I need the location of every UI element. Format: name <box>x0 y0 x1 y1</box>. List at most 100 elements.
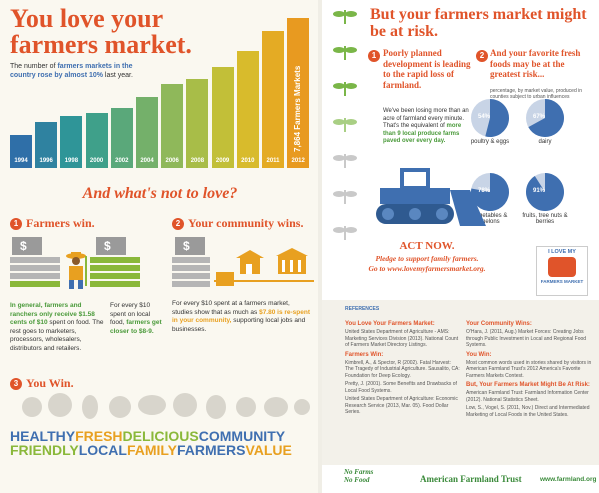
rsec1-text-body: We've been losing more than an acre of f… <box>383 108 469 129</box>
dollar-sign: $ <box>20 239 27 253</box>
sec3-title: You Win. <box>26 376 74 390</box>
reference-text: United States Department of Agriculture:… <box>345 396 458 415</box>
chart-tick-label: 2006 <box>165 158 179 164</box>
chart-tick-label: 2011 <box>266 158 280 164</box>
reference-heading: Your Community Wins: <box>466 321 532 327</box>
no-farms-logo: No Farms No Food <box>344 468 373 484</box>
footer-line-1: HEALTHYFRESHDELICIOUSCOMMUNITY <box>10 428 315 446</box>
chart-bar <box>136 97 158 168</box>
subtitle-post: last year. <box>102 72 133 79</box>
bulldozer-icon <box>370 160 490 235</box>
badge-bottom-text: FARMERS MARKET <box>540 279 584 284</box>
rsec2-number: 2 <box>476 50 488 62</box>
reference-heading: You Love Your Farmers Market: <box>345 321 435 327</box>
heart-icon <box>548 257 576 277</box>
footer-word: FRESH <box>75 428 123 444</box>
sec1-text-b: For every $10 spent on local food, farme… <box>110 302 162 336</box>
money-stack-small-icon: $ <box>10 237 60 297</box>
chart-bar <box>186 78 209 168</box>
reference-text: Kimbrell, A., & Spector, R (2002). Fatal… <box>345 359 460 379</box>
money-stack-community-icon: $ <box>172 237 212 297</box>
chart-tick-label: 2009 <box>215 158 230 164</box>
footer-line-2: FRIENDLYLOCALFAMILYFARMERSVALUE <box>10 442 315 460</box>
what-not-to-love-heading: And what's not to love? <box>82 185 238 202</box>
chart-tick-label: 2008 <box>190 158 205 164</box>
farmer-icon <box>62 250 92 290</box>
chart-bar <box>287 18 310 168</box>
footer-bar <box>322 466 599 493</box>
chart-tick-label: 2004 <box>140 158 154 164</box>
rsec2-text: percentage, by market value, produced in… <box>490 88 582 100</box>
act-now: ACT NOW. <box>399 240 455 252</box>
sec1-text-b-highlight: farmers get closer to $8-9. <box>110 319 162 335</box>
website-link[interactable]: www.farmland.org <box>540 476 597 483</box>
rsec1-text: We've been losing more than an acre of f… <box>383 108 471 146</box>
reference-text: Low, S., Vogel, S. (2011, Nov.) Direct a… <box>466 405 590 418</box>
footer-word: COMMUNITY <box>198 428 286 444</box>
sec2-text: For every $10 spent at a farmers market,… <box>172 300 312 334</box>
sprout-column <box>330 4 360 264</box>
sec2-text-pre: For every $10 spent at a farmers market,… <box>172 300 290 316</box>
footer-word: VALUE <box>245 442 292 458</box>
chart-bar <box>10 134 32 168</box>
sec1-text-b-body: For every $10 spent on local food, <box>110 302 151 326</box>
produce-silhouettes <box>20 385 310 421</box>
community-buildings-icon <box>214 246 314 296</box>
sec1-text-a: In general, farmers and ranchers only re… <box>10 302 106 353</box>
sec2-title: Your community wins. <box>188 216 304 230</box>
go-to-link[interactable]: Go to www.lovemyfarmersmarket.org. <box>368 264 486 273</box>
chart-bar <box>85 113 108 168</box>
sec2-text-highlight: $7.80 is re-spent in your community, <box>172 308 311 325</box>
left-subtitle: The number of farmers markets in the cou… <box>10 62 145 80</box>
footer-word: HEALTHY <box>10 428 76 444</box>
i-love-my-farmers-market-badge[interactable]: I LOVE MY FARMERS MARKET <box>536 246 588 296</box>
reference-heading: But, Your Farmers Market Might Be At Ris… <box>466 382 590 388</box>
sec2-text-post: supporting local jobs and businesses. <box>172 317 306 333</box>
subtitle-pre: The number of <box>10 63 58 70</box>
rsec1-number: 1 <box>368 50 380 62</box>
chart-tick-label: 2010 <box>241 158 255 164</box>
references-left: You Love Your Farmers Market: United Stat… <box>345 318 460 416</box>
chart-tick-label: 1996 <box>39 158 53 164</box>
dollar-sign: $ <box>104 239 111 253</box>
sec2-number: 2 <box>172 218 184 230</box>
right-title: But your farmers market might be at risk… <box>370 6 587 40</box>
chart-tick-label: 1998 <box>64 158 79 164</box>
rsec1-text-highlight: more than 9 local produce farms paved ov… <box>383 123 462 144</box>
footer-word: LOCAL <box>78 442 127 458</box>
chart-tick-label: 1994 <box>14 158 28 164</box>
chart-bar <box>236 51 259 168</box>
reference-text: Most common words used in stories shared… <box>466 359 592 379</box>
chart-tick-label: 2012 <box>291 158 305 164</box>
rsec1-title: Poorly planned development is leading to… <box>383 48 471 90</box>
subtitle-highlight: farmers markets in the country rose by a… <box>10 63 133 79</box>
references-box <box>322 300 599 465</box>
references-heading: REFERENCES <box>345 306 380 312</box>
reference-text: American Farmland Trust: Farmland Inform… <box>466 390 589 403</box>
pledge-text: Pledge to support family farmers. <box>375 254 479 263</box>
left-title: You love your farmers market. <box>10 4 192 59</box>
reference-text: O'Hara, J. (2011, Aug.) Market Forces: C… <box>466 329 587 348</box>
reference-heading: You Win: <box>466 351 492 358</box>
sec1-text-a-highlight: In general, farmers and ranchers only re… <box>10 302 95 326</box>
sec1-number: 1 <box>10 218 22 230</box>
chart-bar <box>211 67 234 168</box>
references-right: Your Community Wins: O'Hara, J. (2011, Au… <box>466 318 592 418</box>
rsec2-title: And your favorite fresh foods may be at … <box>490 48 581 79</box>
panel-divider <box>318 0 322 493</box>
footer-word: FARMERS <box>176 442 246 458</box>
chart-bar <box>35 122 58 168</box>
chart-bar <box>161 84 184 168</box>
chart-bar <box>110 108 133 168</box>
chart-bar <box>262 31 284 168</box>
footer-word: FRIENDLY <box>10 442 79 458</box>
footer-word: DELICIOUS <box>122 428 199 444</box>
farmers-market-bar-chart: 1994 1996 1998 2000 2002 2004 2006 2008 2009 2010… <box>10 0 315 172</box>
sec1-title: Farmers win. <box>26 216 95 230</box>
chart-tick-label: 2002 <box>115 158 129 164</box>
reference-text: Pretty, J. (2001). Some Benefits and Dra… <box>345 381 457 394</box>
dollar-sign: $ <box>183 239 190 253</box>
chart-tick-label: 2000 <box>89 158 104 164</box>
sec1-text-a-body: spent on food. The rest goes to marketer… <box>10 319 104 352</box>
no-food-text: No Food <box>344 476 370 484</box>
